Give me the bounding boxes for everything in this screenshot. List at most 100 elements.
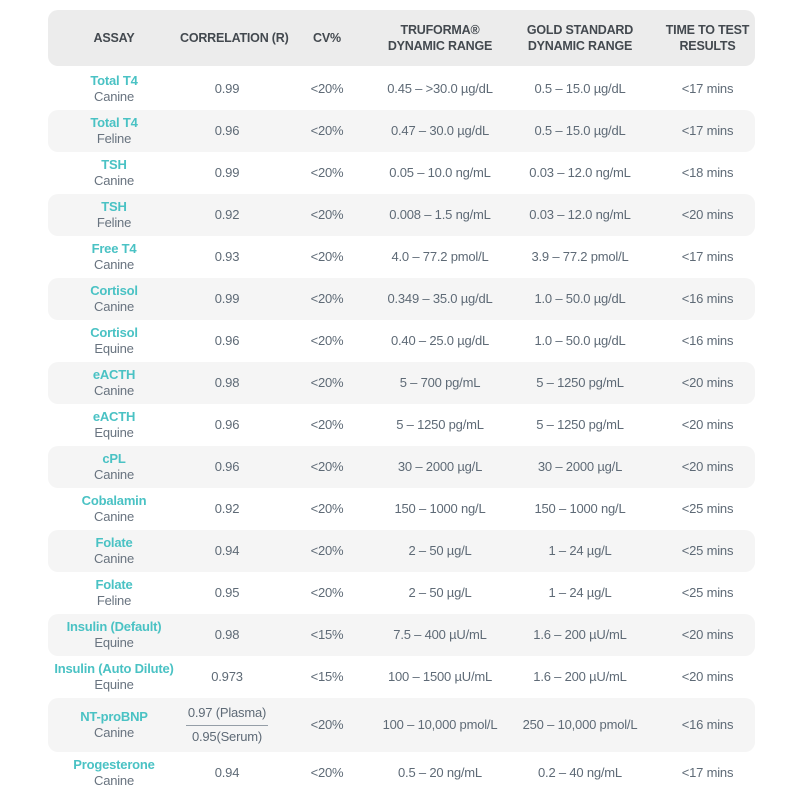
correlation-value: 0.94 xyxy=(214,764,240,780)
assay-name: eACTH xyxy=(92,408,136,424)
column-header-assay: ASSAY xyxy=(48,30,180,46)
assay-cell: Folate Feline xyxy=(48,577,180,610)
assay-name: Total T4 xyxy=(90,114,138,130)
table-row: Folate Feline 0.95 <20% 2 – 50 µg/L 1 – 24 µg… xyxy=(48,572,755,614)
assay-name: TSH xyxy=(101,198,127,214)
time-to-result: <17 mins xyxy=(681,248,734,264)
assay-name: TSH xyxy=(101,156,127,172)
cv-value: <20% xyxy=(310,584,344,600)
table-row: TSH Canine 0.99 <20% 0.05 – 10.0 ng/mL 0.03 –… xyxy=(48,152,755,194)
column-header-line: RESULTS xyxy=(679,39,736,53)
assay-cell: TSH Feline xyxy=(48,199,180,232)
time-to-result: <18 mins xyxy=(681,164,734,180)
assay-species: Canine xyxy=(94,257,134,272)
table-row: Progesterone Canine 0.94 <20% 0.5 – 20 ng/mL… xyxy=(48,752,755,794)
assay-species: Canine xyxy=(94,383,134,398)
table-row: eACTH Canine 0.98 <20% 5 – 700 pg/mL 5 – 1250… xyxy=(48,362,755,404)
truforma-range: 4.0 – 77.2 pmol/L xyxy=(391,248,489,264)
time-to-result: <17 mins xyxy=(681,80,734,96)
time-to-result: <16 mins xyxy=(681,716,734,732)
time-to-result: <20 mins xyxy=(681,668,734,684)
gold-standard-range: 1.0 – 50.0 µg/dL xyxy=(534,290,626,306)
table-row: Insulin (Default) Equine 0.98 <15% 7.5 – 400… xyxy=(48,614,755,656)
assay-name: NT-proBNP xyxy=(80,708,148,724)
assay-cell: cPL Canine xyxy=(48,451,180,484)
correlation-value: 0.973 xyxy=(211,668,243,684)
time-to-result: <25 mins xyxy=(681,500,734,516)
assay-cell: Cortisol Canine xyxy=(48,283,180,316)
gold-standard-range: 150 – 1000 ng/L xyxy=(534,500,626,516)
gold-standard-range: 0.2 – 40 ng/mL xyxy=(538,764,622,780)
column-header-line: CORRELATION (R) xyxy=(180,30,289,45)
cv-value: <20% xyxy=(310,542,344,558)
assay-name: Progesterone xyxy=(73,756,155,772)
cv-value: <20% xyxy=(310,206,344,222)
cv-value: <20% xyxy=(310,164,344,180)
column-header-correlation: CORRELATION (R) xyxy=(180,30,289,46)
assay-cell: eACTH Canine xyxy=(48,367,180,400)
assay-cell: NT-proBNP Canine xyxy=(48,709,180,742)
assay-species: Feline xyxy=(96,131,132,146)
assay-name: Folate xyxy=(95,576,133,592)
assay-name: Insulin (Auto Dilute) xyxy=(54,660,174,676)
assay-species: Equine xyxy=(94,425,134,440)
table-row: Folate Canine 0.94 <20% 2 – 50 µg/L 1 – 24 µg… xyxy=(48,530,755,572)
time-to-result: <16 mins xyxy=(681,290,734,306)
assay-comparison-table: ASSAY CORRELATION (R) CV% TRUFORMA® DYNAMIC … xyxy=(48,10,755,794)
truforma-range: 0.45 – >30.0 µg/dL xyxy=(387,80,493,96)
cv-value: <20% xyxy=(310,80,344,96)
gold-standard-range: 1.0 – 50.0 µg/dL xyxy=(534,332,626,348)
time-to-result: <17 mins xyxy=(681,764,734,780)
gold-standard-range: 30 – 2000 µg/L xyxy=(537,458,623,474)
assay-species: Canine xyxy=(94,773,134,788)
cv-value: <15% xyxy=(310,668,344,684)
truforma-range: 0.47 – 30.0 µg/dL xyxy=(390,122,490,138)
gold-standard-range: 3.9 – 77.2 pmol/L xyxy=(531,248,629,264)
assay-species: Equine xyxy=(94,677,134,692)
table-row: NT-proBNP Canine 0.97 (Plasma) 0.95(Serum) <… xyxy=(48,698,755,752)
gold-standard-range: 1.6 – 200 µU/mL xyxy=(533,626,627,642)
truforma-range: 2 – 50 µg/L xyxy=(408,584,472,600)
time-to-result: <20 mins xyxy=(681,374,734,390)
assay-cell: TSH Canine xyxy=(48,157,180,190)
column-header-line: ASSAY xyxy=(93,30,135,45)
assay-species: Canine xyxy=(94,299,134,314)
assay-species: Canine xyxy=(94,551,134,566)
correlation-fraction: 0.97 (Plasma) 0.95(Serum) xyxy=(185,705,269,745)
assay-cell: Folate Canine xyxy=(48,535,180,568)
table-row: eACTH Equine 0.96 <20% 5 – 1250 pg/mL 5 – 125… xyxy=(48,404,755,446)
column-header-truforma-range: TRUFORMA® DYNAMIC RANGE xyxy=(380,22,500,55)
table-row: cPL Canine 0.96 <20% 30 – 2000 µg/L 30 – 2000… xyxy=(48,446,755,488)
truforma-range: 0.008 – 1.5 ng/mL xyxy=(389,206,491,222)
truforma-range: 5 – 1250 pg/mL xyxy=(396,416,484,432)
gold-standard-range: 0.03 – 12.0 ng/mL xyxy=(529,164,631,180)
time-to-result: <20 mins xyxy=(681,626,734,642)
correlation-value: 0.98 xyxy=(214,626,240,642)
time-to-result: <25 mins xyxy=(681,584,734,600)
column-header-line: DYNAMIC RANGE xyxy=(387,39,493,53)
assay-species: Equine xyxy=(94,341,134,356)
assay-name: Cortisol xyxy=(90,324,138,340)
assay-name: Total T4 xyxy=(90,72,138,88)
correlation-plasma: 0.97 (Plasma) xyxy=(185,705,269,726)
table-row: Cobalamin Canine 0.92 <20% 150 – 1000 ng/L 15… xyxy=(48,488,755,530)
truforma-range: 100 – 1500 µU/mL xyxy=(387,668,493,684)
column-header-line: TRUFORMA® xyxy=(400,22,480,37)
table-row: Free T4 Canine 0.93 <20% 4.0 – 77.2 pmol/L 3.… xyxy=(48,236,755,278)
time-to-result: <20 mins xyxy=(681,416,734,432)
gold-standard-range: 0.5 – 15.0 µg/dL xyxy=(534,80,626,96)
correlation-serum: 0.95(Serum) xyxy=(191,728,263,744)
table-row: Cortisol Equine 0.96 <20% 0.40 – 25.0 µg/dL 1… xyxy=(48,320,755,362)
table-body: Total T4 Canine 0.99 <20% 0.45 – >30.0 µg/dL… xyxy=(48,68,755,794)
column-header-line: DYNAMIC RANGE xyxy=(527,39,633,53)
assay-species: Canine xyxy=(94,173,134,188)
assay-name: eACTH xyxy=(92,366,136,382)
cv-value: <20% xyxy=(310,248,344,264)
column-header-gold-standard-range: GOLD STANDARD DYNAMIC RANGE xyxy=(500,22,660,55)
truforma-range: 0.40 – 25.0 µg/dL xyxy=(390,332,490,348)
assay-name: cPL xyxy=(102,450,126,466)
table-row: Insulin (Auto Dilute) Equine 0.973 <15% 100 … xyxy=(48,656,755,698)
time-to-result: <20 mins xyxy=(681,458,734,474)
cv-value: <20% xyxy=(310,374,344,390)
cv-value: <20% xyxy=(310,416,344,432)
